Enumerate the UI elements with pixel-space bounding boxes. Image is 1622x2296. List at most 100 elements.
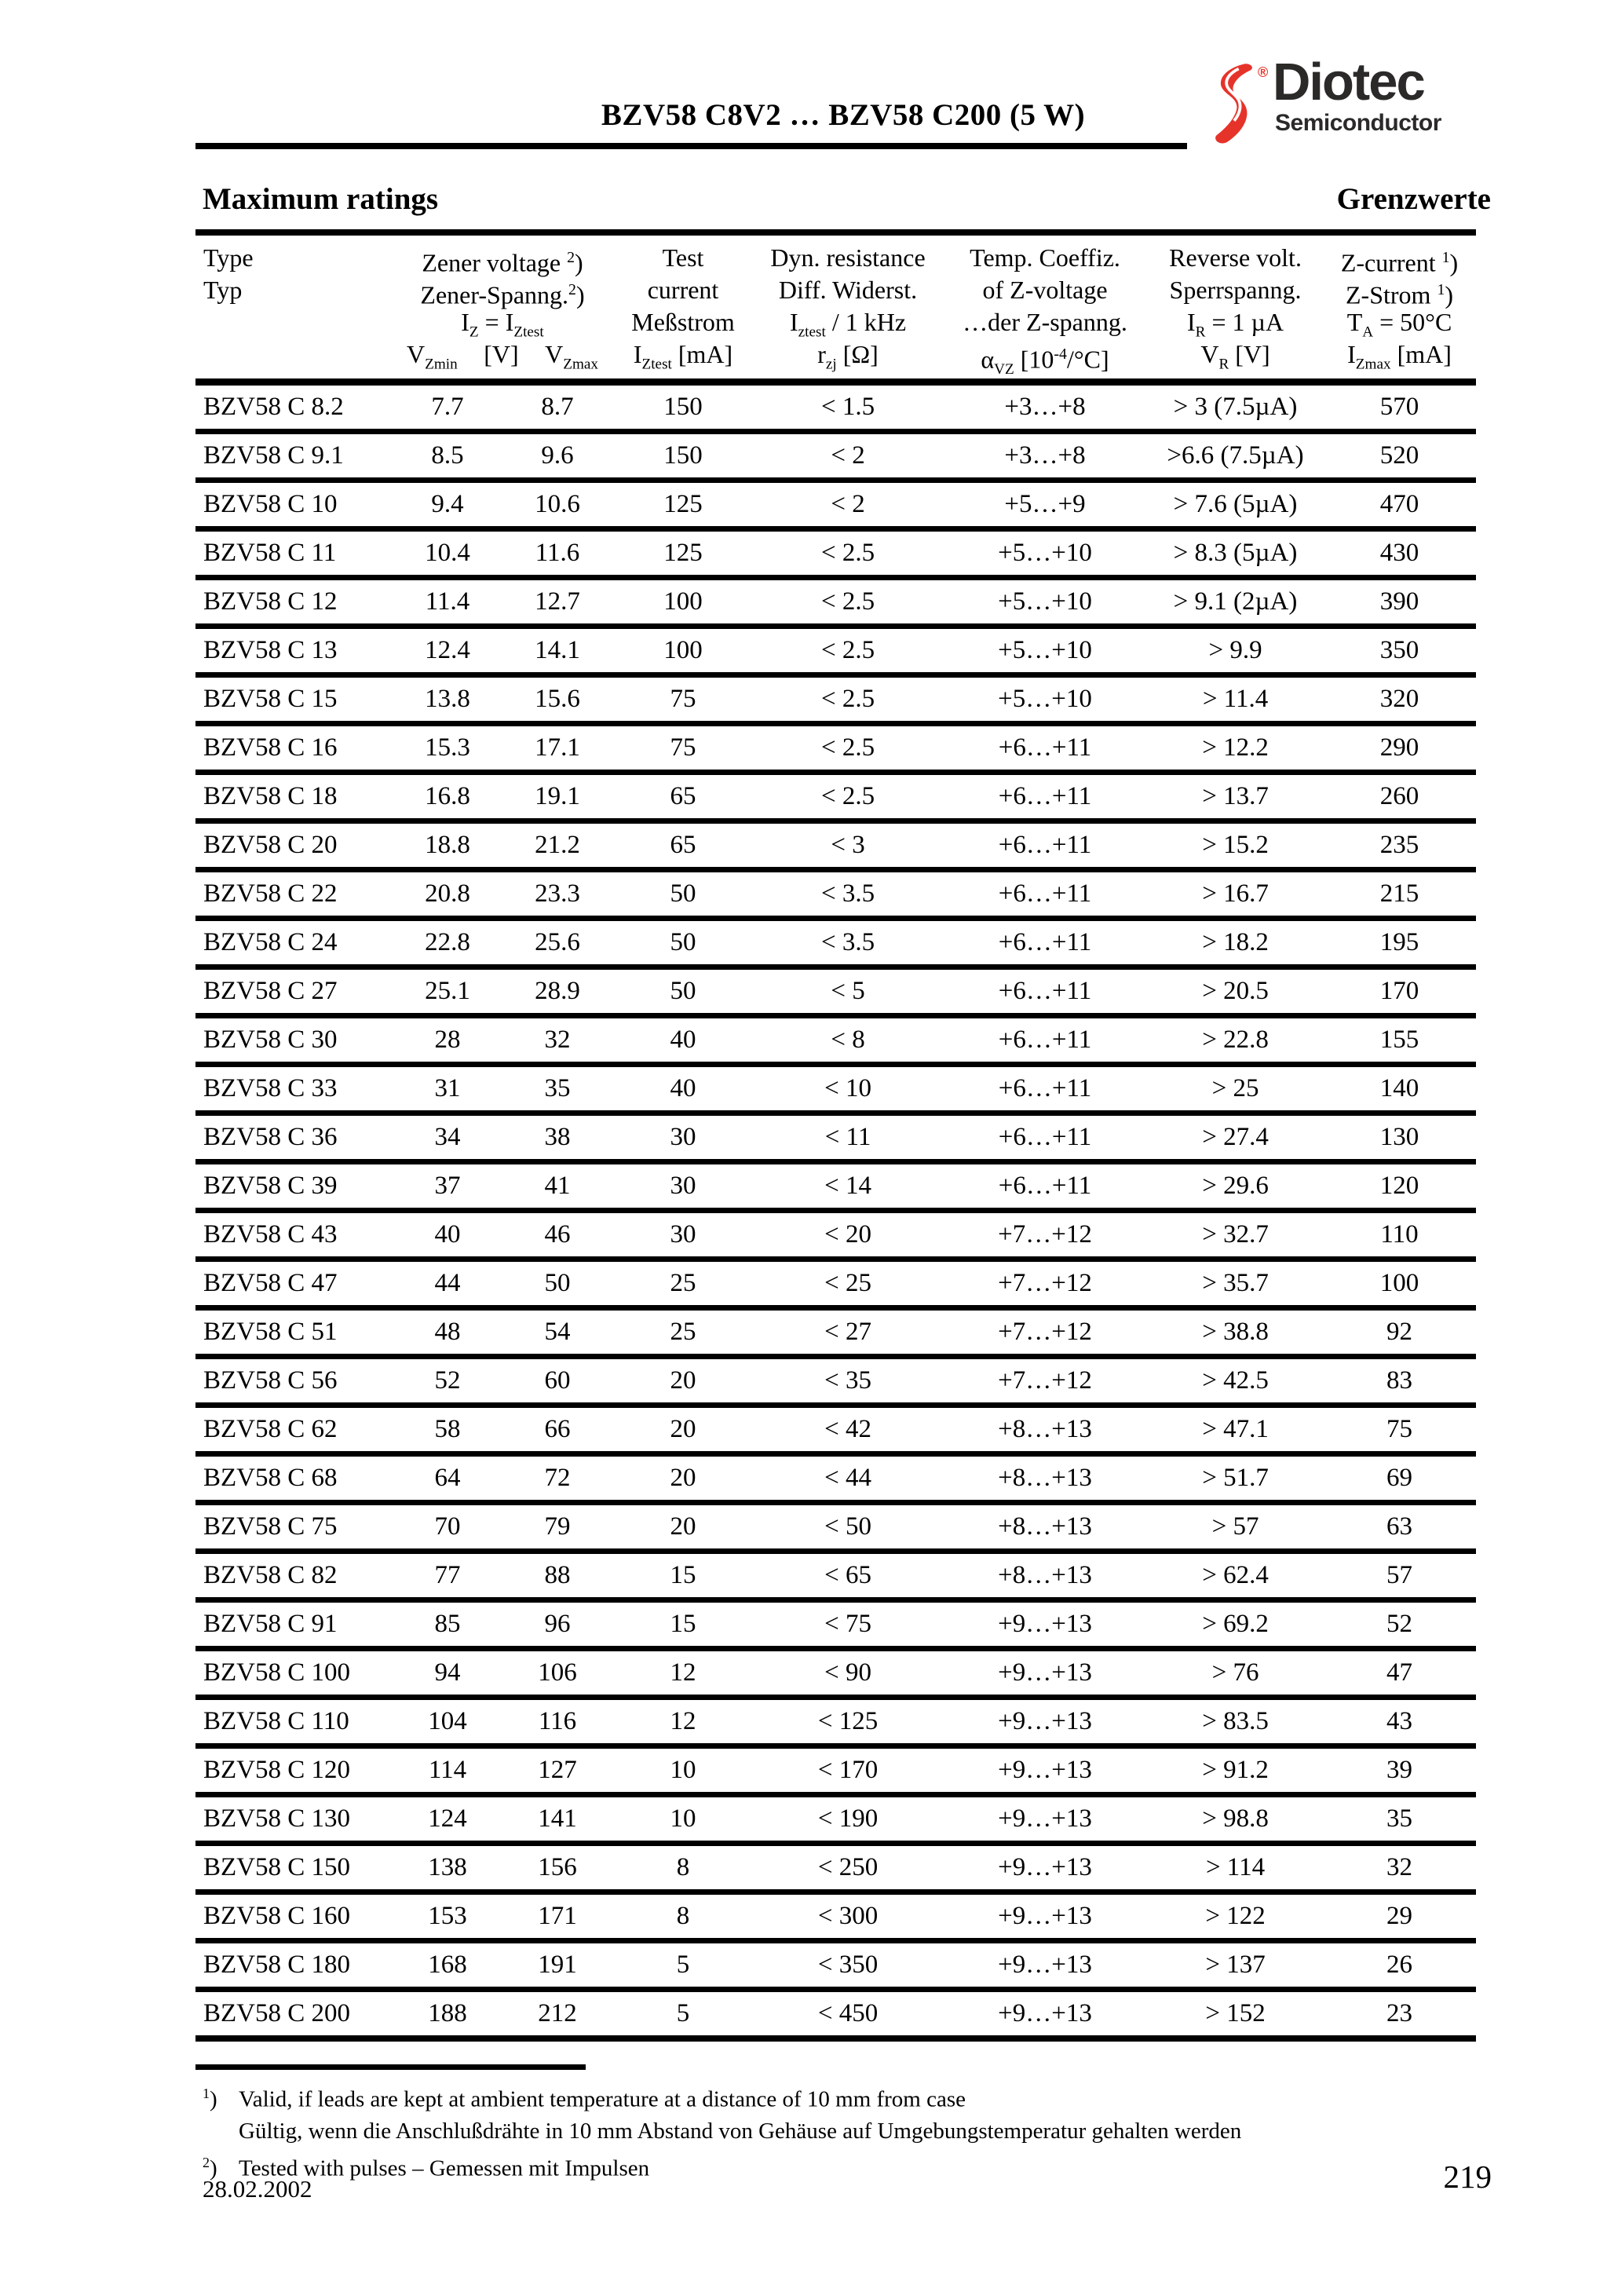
cell-vzmin: 11.4 bbox=[393, 577, 502, 629]
cell-alpha-vz: +9…+13 bbox=[942, 1940, 1149, 1992]
header-line: rzj [Ω] bbox=[817, 340, 879, 373]
cell-vzmin: 104 bbox=[393, 1697, 502, 1749]
cell-izmax: 570 bbox=[1323, 382, 1477, 434]
cell-vr: > 91.2 bbox=[1148, 1746, 1324, 1797]
cell-rzj: < 20 bbox=[754, 1210, 943, 1262]
cell-izmax: 83 bbox=[1323, 1356, 1477, 1408]
cell-rzj: < 14 bbox=[754, 1161, 943, 1213]
cell-izmax: 430 bbox=[1323, 528, 1477, 580]
table-row: BZV58 C 75 70 79 20 < 50 +8…+13 > 57 63 bbox=[195, 1502, 1477, 1554]
cell-alpha-vz: +5…+10 bbox=[942, 577, 1149, 629]
cell-vzmin: 70 bbox=[393, 1502, 502, 1554]
header-line: Type bbox=[203, 243, 254, 272]
cell-izmax: 39 bbox=[1323, 1746, 1477, 1797]
cell-vr: > 20.5 bbox=[1148, 967, 1324, 1018]
cell-izmax: 260 bbox=[1323, 772, 1477, 824]
table-row: BZV58 C 68 64 72 20 < 44 +8…+13 > 51.7 69 bbox=[195, 1453, 1477, 1505]
cell-rzj: < 2.5 bbox=[754, 626, 943, 678]
header-line: Diff. Widerst. bbox=[778, 276, 918, 304]
cell-rzj: < 3.5 bbox=[754, 918, 943, 970]
cell-izmax: 32 bbox=[1323, 1843, 1477, 1895]
cell-type: BZV58 C 150 bbox=[195, 1843, 393, 1895]
header-line: TA = 50°C bbox=[1346, 308, 1452, 341]
cell-type: BZV58 C 24 bbox=[195, 918, 393, 970]
cell-alpha-vz: +9…+13 bbox=[942, 1746, 1149, 1797]
cell-type: BZV58 C 30 bbox=[195, 1015, 393, 1067]
footnote-2-text: Tested with pulses – Gemessen mit Impuls… bbox=[239, 2155, 650, 2181]
cell-vzmin: 58 bbox=[393, 1405, 502, 1457]
cell-vzmin: 31 bbox=[393, 1064, 502, 1116]
cell-rzj: < 65 bbox=[754, 1551, 943, 1603]
cell-iztest: 8 bbox=[612, 1843, 754, 1895]
cell-alpha-vz: +8…+13 bbox=[942, 1502, 1149, 1554]
registered-icon: ® bbox=[1258, 64, 1269, 80]
cell-vr: > 27.4 bbox=[1148, 1113, 1324, 1164]
cell-alpha-vz: +7…+12 bbox=[942, 1259, 1149, 1311]
header-line: current bbox=[647, 276, 719, 304]
cell-vzmax: 116 bbox=[502, 1697, 613, 1749]
cell-vzmax: 17.1 bbox=[502, 723, 613, 775]
cell-izmax: 130 bbox=[1323, 1113, 1477, 1164]
cell-vzmin: 124 bbox=[393, 1794, 502, 1846]
cell-rzj: < 50 bbox=[754, 1502, 943, 1554]
table-row: BZV58 C 160 153 171 8 < 300 +9…+13 > 122 29 bbox=[195, 1892, 1477, 1943]
table-body: BZV58 C 8.2 7.7 8.7 150 < 1.5 +3…+8 > 3 (7.5µA… bbox=[195, 382, 1477, 2042]
cell-vzmax: 21.2 bbox=[502, 821, 613, 872]
cell-type: BZV58 C 16 bbox=[195, 723, 393, 775]
cell-iztest: 5 bbox=[612, 1989, 754, 2042]
cell-izmax: 170 bbox=[1323, 967, 1477, 1018]
logo-sub-text: Semiconductor bbox=[1275, 110, 1441, 136]
header-line: …der Z-spanng. bbox=[963, 308, 1127, 336]
cell-vzmax: 12.7 bbox=[502, 577, 613, 629]
section-title-left: Maximum ratings bbox=[203, 182, 439, 216]
table-row: BZV58 C 13 12.4 14.1 100 < 2.5 +5…+10 > 9.9 350 bbox=[195, 626, 1477, 678]
cell-vzmin: 25.1 bbox=[393, 967, 502, 1018]
header-line: of Z-voltage bbox=[982, 276, 1108, 304]
vzmin-label: VZmin bbox=[407, 340, 458, 373]
footnote-1: 1) Valid, if leads are kept at ambient te… bbox=[203, 2078, 1427, 2115]
cell-vr: >6.6 (7.5µA) bbox=[1148, 431, 1324, 483]
cell-iztest: 100 bbox=[612, 577, 754, 629]
col-header-type: Type Typ bbox=[195, 232, 393, 386]
header-line: IZtest [mA] bbox=[633, 340, 733, 373]
cell-vzmax: 127 bbox=[502, 1746, 613, 1797]
table-row: BZV58 C 200 188 212 5 < 450 +9…+13 > 152 23 bbox=[195, 1989, 1477, 2042]
table-row: BZV58 C 120 114 127 10 < 170 +9…+13 > 91.2 39 bbox=[195, 1746, 1477, 1797]
cell-type: BZV58 C 13 bbox=[195, 626, 393, 678]
cell-vzmax: 50 bbox=[502, 1259, 613, 1311]
footnotes: 1) Valid, if leads are kept at ambient te… bbox=[203, 2078, 1427, 2184]
cell-vr: > 42.5 bbox=[1148, 1356, 1324, 1408]
cell-izmax: 35 bbox=[1323, 1794, 1477, 1846]
cell-vzmin: 44 bbox=[393, 1259, 502, 1311]
cell-vzmax: 8.7 bbox=[502, 382, 613, 434]
cell-type: BZV58 C 120 bbox=[195, 1746, 393, 1797]
cell-rzj: < 3.5 bbox=[754, 869, 943, 921]
cell-type: BZV58 C 91 bbox=[195, 1600, 393, 1651]
table-header: Type Typ Zener voltage 2) Zener-Spanng.2… bbox=[195, 232, 1477, 386]
cell-vzmax: 60 bbox=[502, 1356, 613, 1408]
cell-izmax: 63 bbox=[1323, 1502, 1477, 1554]
cell-vr: > 7.6 (5µA) bbox=[1148, 480, 1324, 532]
table-row: BZV58 C 27 25.1 28.9 50 < 5 +6…+11 > 20.5 170 bbox=[195, 967, 1477, 1018]
cell-rzj: < 90 bbox=[754, 1648, 943, 1700]
cell-alpha-vz: +6…+11 bbox=[942, 1161, 1149, 1213]
cell-izmax: 195 bbox=[1323, 918, 1477, 970]
document-date: 28.02.2002 bbox=[203, 2175, 312, 2203]
cell-type: BZV58 C 9.1 bbox=[195, 431, 393, 483]
cell-rzj: < 27 bbox=[754, 1307, 943, 1359]
cell-vzmax: 88 bbox=[502, 1551, 613, 1603]
header-line: Test bbox=[662, 243, 704, 272]
table-row: BZV58 C 82 77 88 15 < 65 +8…+13 > 62.4 57 bbox=[195, 1551, 1477, 1603]
cell-izmax: 100 bbox=[1323, 1259, 1477, 1311]
cell-vr: > 62.4 bbox=[1148, 1551, 1324, 1603]
cell-iztest: 10 bbox=[612, 1746, 754, 1797]
cell-iztest: 15 bbox=[612, 1551, 754, 1603]
cell-alpha-vz: +6…+11 bbox=[942, 1064, 1149, 1116]
header-line: Iztest / 1 kHz bbox=[790, 308, 907, 341]
cell-vzmin: 28 bbox=[393, 1015, 502, 1067]
cell-vzmin: 168 bbox=[393, 1940, 502, 1992]
cell-type: BZV58 C 11 bbox=[195, 528, 393, 580]
cell-vzmax: 9.6 bbox=[502, 431, 613, 483]
header-line bbox=[195, 338, 393, 371]
cell-iztest: 75 bbox=[612, 723, 754, 775]
